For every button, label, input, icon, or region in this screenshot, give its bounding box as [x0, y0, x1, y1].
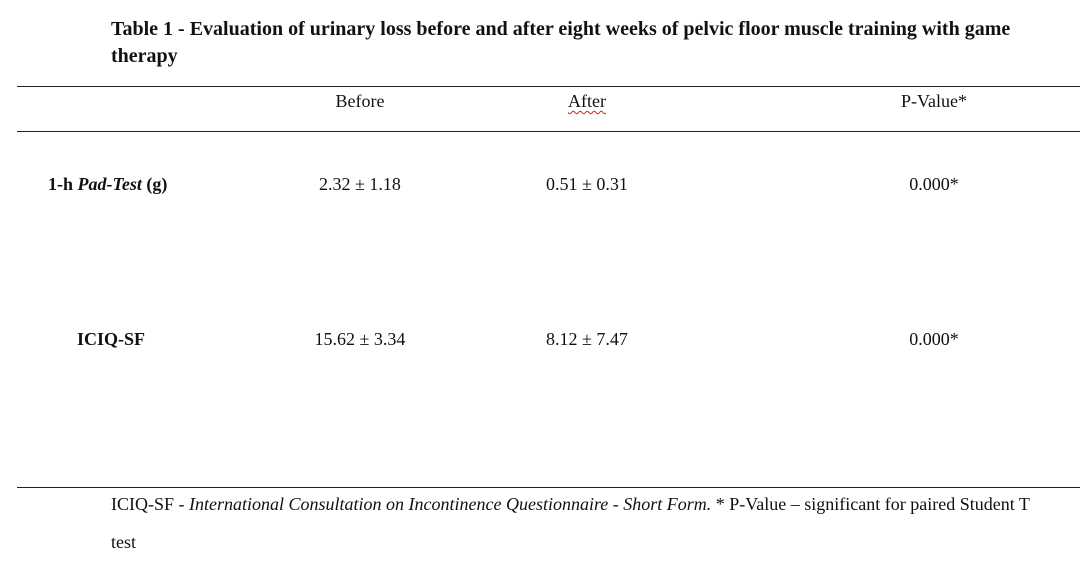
table-caption: Table 1 - Evaluation of urinary loss bef… [111, 18, 1011, 67]
row-label-iciq-sf: ICIQ-SF [77, 329, 146, 349]
footnote-note: * P-Value – significant for paired Stude… [111, 494, 1030, 552]
row-label-prefix: 1-h [48, 174, 78, 194]
row-label-pad-test: 1-h Pad-Test (g) [48, 173, 167, 195]
table-header-rule [17, 131, 1080, 132]
row-label-suffix: (g) [141, 174, 168, 194]
table-bottom-rule [17, 487, 1080, 488]
table-footnote: ICIQ-SF - International Consultation on … [111, 485, 1051, 561]
column-header-p-value: P-Value* [901, 91, 967, 111]
footnote-abbreviation: ICIQ-SF - [111, 494, 190, 514]
row-label-emphasis: Pad-Test [77, 174, 142, 194]
cell-iciq-p-value: 0.000* [909, 329, 959, 349]
footnote-expansion: International Consultation on Incontinen… [189, 494, 712, 514]
column-header-before: Before [335, 91, 385, 111]
cell-pad-test-after: 0.51 ± 0.31 [546, 174, 628, 194]
column-header-after: After [568, 91, 606, 111]
cell-iciq-before: 15.62 ± 3.34 [314, 329, 406, 349]
table-top-rule [17, 86, 1080, 87]
cell-iciq-after: 8.12 ± 7.47 [546, 329, 628, 349]
cell-pad-test-before: 2.32 ± 1.18 [319, 174, 401, 194]
cell-pad-test-p-value: 0.000* [909, 174, 959, 194]
